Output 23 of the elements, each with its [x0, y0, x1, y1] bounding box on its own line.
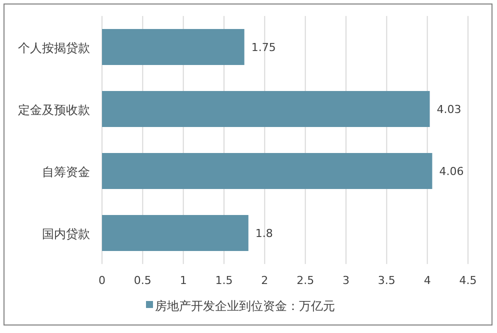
legend-label: 房地产开发企业到位资金：万亿元	[155, 299, 335, 313]
x-tick-label: 1.5	[215, 274, 233, 287]
x-tick-label: 0	[98, 274, 106, 287]
data-label: 1.8	[255, 227, 273, 240]
x-tick-label: 3.5	[378, 274, 396, 287]
x-tick-label: 0.5	[134, 274, 152, 287]
y-tick-label: 自筹资金	[42, 165, 90, 179]
x-tick-label: 1	[180, 274, 187, 287]
data-label: 4.03	[436, 103, 462, 116]
bar	[102, 29, 244, 65]
bar	[102, 153, 432, 189]
x-tick-label: 2	[261, 274, 268, 287]
x-tick-label: 2.5	[296, 274, 314, 287]
y-tick-label: 定金及预收款	[18, 103, 90, 117]
data-label: 4.06	[439, 165, 464, 178]
x-tick-label: 4.5	[459, 274, 477, 287]
x-tick-label: 4	[424, 274, 431, 287]
y-tick-label: 国内贷款	[42, 227, 90, 241]
data-label: 1.75	[251, 41, 276, 54]
bar	[102, 215, 248, 251]
bar	[102, 91, 430, 127]
x-tick-label: 3	[342, 274, 350, 287]
y-tick-label: 个人按揭贷款	[18, 41, 90, 55]
